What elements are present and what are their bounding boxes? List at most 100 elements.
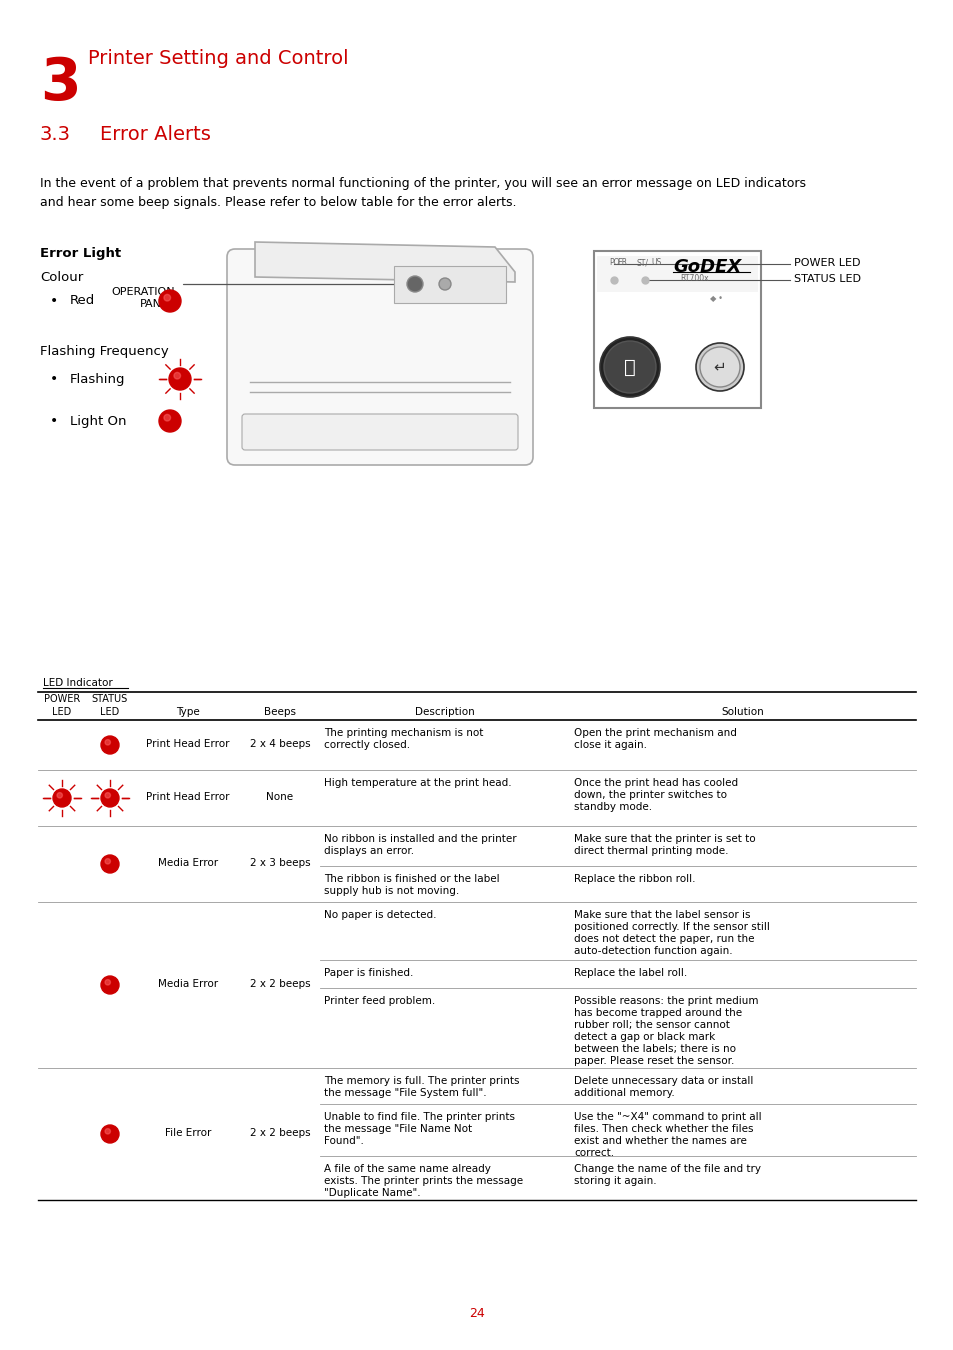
Text: does not detect the paper, run the: does not detect the paper, run the <box>574 934 754 944</box>
Text: Use the "~X4" command to print all: Use the "~X4" command to print all <box>574 1112 760 1122</box>
Text: 2 x 2 beeps: 2 x 2 beeps <box>250 1129 310 1138</box>
Text: Description: Description <box>415 707 475 717</box>
Text: correct.: correct. <box>574 1148 614 1158</box>
Text: The printing mechanism is not: The printing mechanism is not <box>324 728 483 738</box>
Text: Make sure that the printer is set to: Make sure that the printer is set to <box>574 834 755 844</box>
Text: LED: LED <box>100 707 119 717</box>
Circle shape <box>101 788 119 807</box>
Text: STATUS: STATUS <box>91 694 128 703</box>
Text: Found".: Found". <box>324 1135 363 1146</box>
Text: direct thermal printing mode.: direct thermal printing mode. <box>574 846 728 856</box>
Text: the message "File Name Not: the message "File Name Not <box>324 1125 472 1134</box>
Text: A file of the same name already: A file of the same name already <box>324 1164 491 1174</box>
Circle shape <box>105 740 111 745</box>
Text: paper. Please reset the sensor.: paper. Please reset the sensor. <box>574 1056 734 1066</box>
Text: 2 x 2 beeps: 2 x 2 beeps <box>250 979 310 990</box>
Text: Media Error: Media Error <box>158 859 218 868</box>
Text: Light On: Light On <box>70 414 127 428</box>
Text: STATUS LED: STATUS LED <box>793 274 861 284</box>
Circle shape <box>57 792 62 798</box>
Circle shape <box>105 1129 111 1134</box>
Text: Flashing: Flashing <box>70 373 126 386</box>
Text: POWER: POWER <box>44 694 80 703</box>
Text: 24: 24 <box>469 1307 484 1320</box>
Text: ER: ER <box>617 258 626 267</box>
Text: files. Then check whether the files: files. Then check whether the files <box>574 1125 753 1134</box>
Text: The ribbon is finished or the label: The ribbon is finished or the label <box>324 873 499 884</box>
Circle shape <box>164 414 171 421</box>
Text: Open the print mechanism and: Open the print mechanism and <box>574 728 736 738</box>
Text: Printer Setting and Control: Printer Setting and Control <box>88 49 348 68</box>
Text: LED Indicator: LED Indicator <box>43 678 112 688</box>
Text: POWER LED: POWER LED <box>793 258 860 269</box>
Text: The memory is full. The printer prints: The memory is full. The printer prints <box>324 1076 519 1085</box>
Text: In the event of a problem that prevents normal functioning of the printer, you w: In the event of a problem that prevents … <box>40 177 805 209</box>
Text: Beeps: Beeps <box>264 707 295 717</box>
Text: 3.3: 3.3 <box>40 126 71 144</box>
Text: supply hub is not moving.: supply hub is not moving. <box>324 886 458 896</box>
Text: 2 x 3 beeps: 2 x 3 beeps <box>250 859 310 868</box>
FancyBboxPatch shape <box>594 251 760 408</box>
FancyBboxPatch shape <box>227 248 533 464</box>
Circle shape <box>159 290 181 312</box>
Circle shape <box>101 855 119 873</box>
Text: OPERATION
PANEL: OPERATION PANEL <box>112 288 174 309</box>
Text: exist and whether the names are: exist and whether the names are <box>574 1135 746 1146</box>
Text: •: • <box>50 414 58 428</box>
Text: Error Alerts: Error Alerts <box>100 126 211 144</box>
Text: Make sure that the label sensor is: Make sure that the label sensor is <box>574 910 750 919</box>
Text: Unable to find file. The printer prints: Unable to find file. The printer prints <box>324 1112 515 1122</box>
Circle shape <box>53 788 71 807</box>
Text: correctly closed.: correctly closed. <box>324 740 410 751</box>
Text: Type: Type <box>176 707 200 717</box>
Circle shape <box>169 369 191 390</box>
Text: "Duplicate Name".: "Duplicate Name". <box>324 1188 420 1197</box>
Circle shape <box>105 980 111 986</box>
Text: Colour: Colour <box>40 271 83 284</box>
Text: Flashing Frequency: Flashing Frequency <box>40 346 169 358</box>
Text: close it again.: close it again. <box>574 740 646 751</box>
Circle shape <box>164 294 171 301</box>
Text: •: • <box>50 294 58 308</box>
Text: ↵: ↵ <box>713 359 725 374</box>
Circle shape <box>599 338 659 397</box>
Circle shape <box>603 342 656 393</box>
Text: displays an error.: displays an error. <box>324 846 414 856</box>
Text: File Error: File Error <box>165 1129 211 1138</box>
Text: Paper is finished.: Paper is finished. <box>324 968 413 977</box>
FancyBboxPatch shape <box>242 414 517 450</box>
Circle shape <box>407 275 422 292</box>
Text: detect a gap or black mark: detect a gap or black mark <box>574 1031 715 1042</box>
Text: Red: Red <box>70 294 95 308</box>
Text: 2 x 4 beeps: 2 x 4 beeps <box>250 738 310 749</box>
Text: Print Head Error: Print Head Error <box>146 738 230 749</box>
Text: ST/: ST/ <box>637 258 648 267</box>
Circle shape <box>700 347 740 387</box>
Circle shape <box>101 1125 119 1143</box>
Text: the message "File System full".: the message "File System full". <box>324 1088 486 1098</box>
Text: Solution: Solution <box>720 707 763 717</box>
Text: between the labels; there is no: between the labels; there is no <box>574 1044 735 1054</box>
Text: additional memory.: additional memory. <box>574 1088 674 1098</box>
Polygon shape <box>254 242 515 282</box>
Text: exists. The printer prints the message: exists. The printer prints the message <box>324 1176 522 1187</box>
Text: standby mode.: standby mode. <box>574 802 652 811</box>
Text: LED: LED <box>52 707 71 717</box>
FancyBboxPatch shape <box>394 266 505 302</box>
Text: Replace the ribbon roll.: Replace the ribbon roll. <box>574 873 695 884</box>
Text: Printer feed problem.: Printer feed problem. <box>324 996 435 1006</box>
Text: High temperature at the print head.: High temperature at the print head. <box>324 778 511 788</box>
Text: auto-detection function again.: auto-detection function again. <box>574 946 732 956</box>
Text: Change the name of the file and try: Change the name of the file and try <box>574 1164 760 1174</box>
Text: Replace the label roll.: Replace the label roll. <box>574 968 686 977</box>
Circle shape <box>105 792 111 798</box>
Text: Once the print head has cooled: Once the print head has cooled <box>574 778 738 788</box>
FancyBboxPatch shape <box>597 256 758 292</box>
Text: RT700x: RT700x <box>679 274 708 284</box>
Text: US: US <box>650 258 660 267</box>
Text: GoDEX: GoDEX <box>672 258 740 275</box>
Circle shape <box>159 410 181 432</box>
Text: storing it again.: storing it again. <box>574 1176 656 1187</box>
Text: No paper is detected.: No paper is detected. <box>324 910 436 919</box>
Text: PO: PO <box>608 258 618 267</box>
